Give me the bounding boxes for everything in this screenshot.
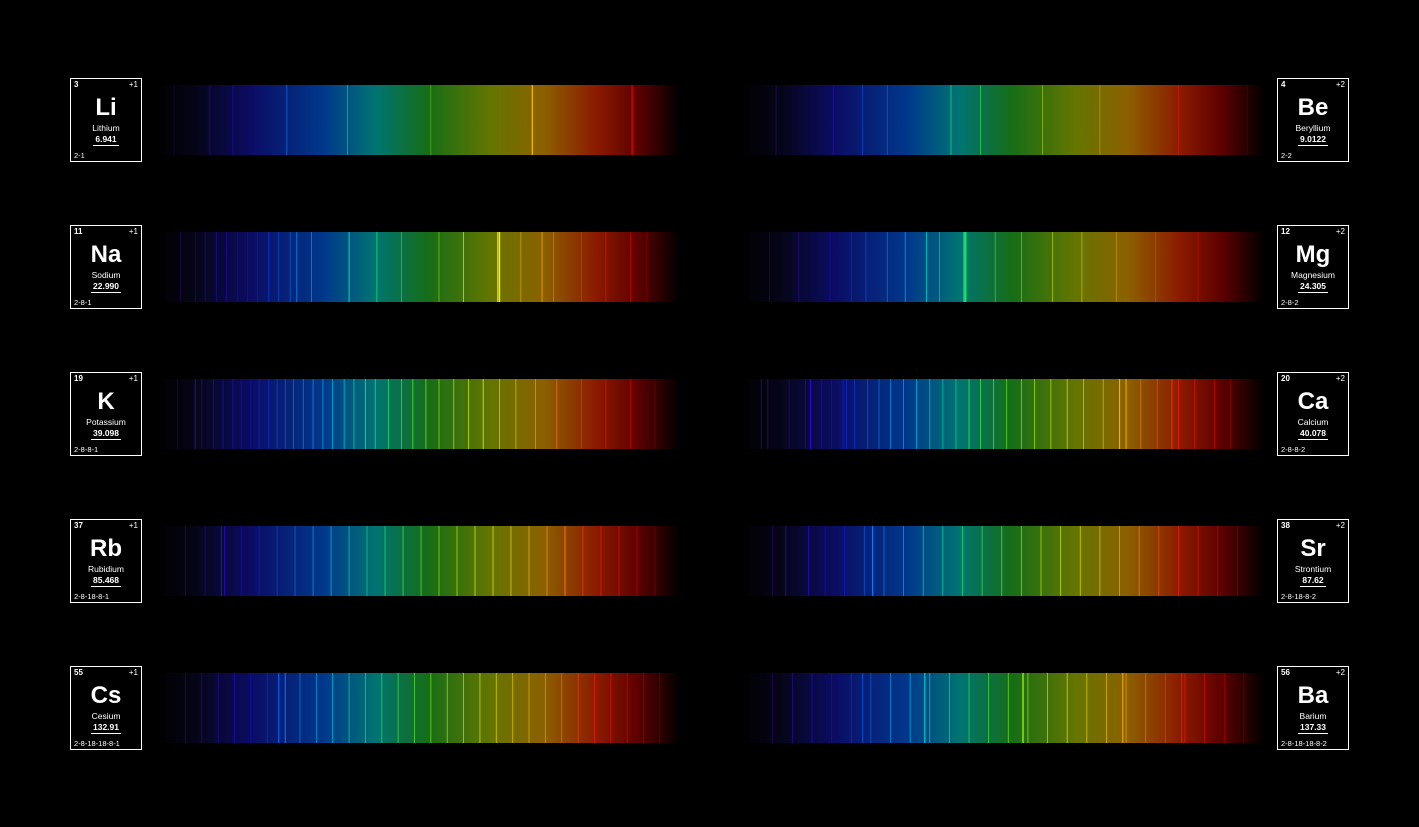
atomic-mass: 9.0122	[1298, 134, 1328, 146]
element-row-cs: 55 +1 Cs Cesium132.91 2-8-18-18-8-1	[70, 658, 680, 757]
element-spectra-grid: 3 +1 Li Lithium6.941 2-1 4 +2 Be Beryllium9.0122…	[70, 70, 1349, 757]
oxidation-state: +1	[129, 80, 138, 89]
element-row-k: 19 +1 K Potassium39.098 2-8-8-1	[70, 364, 680, 463]
element-name: Lithium	[92, 123, 119, 133]
oxidation-state: +2	[1336, 374, 1345, 383]
element-tile-be: 4 +2 Be Beryllium9.0122 2-2	[1277, 78, 1349, 162]
atomic-mass: 24.305	[1298, 281, 1328, 293]
oxidation-state: +1	[129, 521, 138, 530]
element-symbol: Rb	[90, 537, 122, 561]
element-row-sr: 38 +2 Sr Strontium87.62 2-8-18-8-2	[740, 511, 1350, 610]
oxidation-state: +2	[1336, 521, 1345, 530]
element-name: Sodium	[92, 270, 121, 280]
atomic-mass: 22.990	[91, 281, 121, 293]
element-tile-na: 11 +1 Na Sodium22.990 2-8-1	[70, 225, 142, 309]
element-symbol: Cs	[91, 684, 122, 708]
element-name: Cesium	[92, 711, 121, 721]
emission-spectrum-k	[156, 379, 680, 449]
electron-config: 2-8-8-2	[1281, 445, 1305, 454]
element-row-li: 3 +1 Li Lithium6.941 2-1	[70, 70, 680, 169]
element-name: Potassium	[86, 417, 126, 427]
emission-spectrum-rb	[156, 526, 680, 596]
electron-config: 2-8-1	[74, 298, 92, 307]
element-row-rb: 37 +1 Rb Rubidium85.468 2-8-18-8-1	[70, 511, 680, 610]
emission-spectrum-sr	[740, 526, 1264, 596]
element-row-mg: 12 +2 Mg Magnesium24.305 2-8-2	[740, 217, 1350, 316]
element-row-ba: 56 +2 Ba Barium137.33 2-8-18-18-8-2	[740, 658, 1350, 757]
emission-spectrum-na	[156, 232, 680, 302]
atomic-number: 38	[1281, 521, 1290, 530]
atomic-mass: 39.098	[91, 428, 121, 440]
electron-config: 2-1	[74, 151, 85, 160]
oxidation-state: +2	[1336, 227, 1345, 236]
element-row-be: 4 +2 Be Beryllium9.0122 2-2	[740, 70, 1350, 169]
atomic-number: 12	[1281, 227, 1290, 236]
atomic-number: 4	[1281, 80, 1285, 89]
oxidation-state: +1	[129, 374, 138, 383]
element-tile-mg: 12 +2 Mg Magnesium24.305 2-8-2	[1277, 225, 1349, 309]
element-symbol: Be	[1298, 96, 1329, 120]
electron-config: 2-8-18-8-1	[74, 592, 109, 601]
atomic-number: 37	[74, 521, 83, 530]
emission-spectrum-ba	[740, 673, 1264, 743]
element-symbol: Li	[95, 96, 116, 120]
emission-spectrum-ca	[740, 379, 1264, 449]
element-name: Barium	[1300, 711, 1327, 721]
electron-config: 2-8-2	[1281, 298, 1299, 307]
atomic-number: 3	[74, 80, 78, 89]
atomic-number: 55	[74, 668, 83, 677]
atomic-mass: 87.62	[1300, 575, 1325, 587]
oxidation-state: +2	[1336, 668, 1345, 677]
element-name: Rubidium	[88, 564, 124, 574]
element-symbol: K	[97, 390, 114, 414]
element-name: Calcium	[1298, 417, 1329, 427]
electron-config: 2-8-18-18-8-2	[1281, 739, 1327, 748]
emission-spectrum-be	[740, 85, 1264, 155]
emission-spectrum-cs	[156, 673, 680, 743]
element-row-ca: 20 +2 Ca Calcium40.078 2-8-8-2	[740, 364, 1350, 463]
element-name: Magnesium	[1291, 270, 1335, 280]
emission-spectrum-li	[156, 85, 680, 155]
element-tile-li: 3 +1 Li Lithium6.941 2-1	[70, 78, 142, 162]
element-row-na: 11 +1 Na Sodium22.990 2-8-1	[70, 217, 680, 316]
element-symbol: Na	[91, 243, 122, 267]
atomic-number: 19	[74, 374, 83, 383]
emission-spectrum-mg	[740, 232, 1264, 302]
electron-config: 2-2	[1281, 151, 1292, 160]
atomic-mass: 40.078	[1298, 428, 1328, 440]
element-symbol: Sr	[1300, 537, 1325, 561]
element-tile-sr: 38 +2 Sr Strontium87.62 2-8-18-8-2	[1277, 519, 1349, 603]
element-tile-k: 19 +1 K Potassium39.098 2-8-8-1	[70, 372, 142, 456]
oxidation-state: +1	[129, 668, 138, 677]
element-name: Beryllium	[1296, 123, 1331, 133]
element-name: Strontium	[1295, 564, 1331, 574]
element-tile-rb: 37 +1 Rb Rubidium85.468 2-8-18-8-1	[70, 519, 142, 603]
electron-config: 2-8-18-8-2	[1281, 592, 1316, 601]
oxidation-state: +2	[1336, 80, 1345, 89]
atomic-number: 56	[1281, 668, 1290, 677]
element-tile-ba: 56 +2 Ba Barium137.33 2-8-18-18-8-2	[1277, 666, 1349, 750]
atomic-mass: 6.941	[93, 134, 118, 146]
atomic-number: 11	[74, 227, 82, 236]
atomic-number: 20	[1281, 374, 1290, 383]
atomic-mass: 132.91	[91, 722, 121, 734]
oxidation-state: +1	[129, 227, 138, 236]
electron-config: 2-8-8-1	[74, 445, 98, 454]
element-symbol: Ba	[1298, 684, 1329, 708]
electron-config: 2-8-18-18-8-1	[74, 739, 120, 748]
element-symbol: Mg	[1296, 243, 1331, 267]
element-tile-ca: 20 +2 Ca Calcium40.078 2-8-8-2	[1277, 372, 1349, 456]
atomic-mass: 85.468	[91, 575, 121, 587]
atomic-mass: 137.33	[1298, 722, 1328, 734]
element-tile-cs: 55 +1 Cs Cesium132.91 2-8-18-18-8-1	[70, 666, 142, 750]
element-symbol: Ca	[1298, 390, 1329, 414]
